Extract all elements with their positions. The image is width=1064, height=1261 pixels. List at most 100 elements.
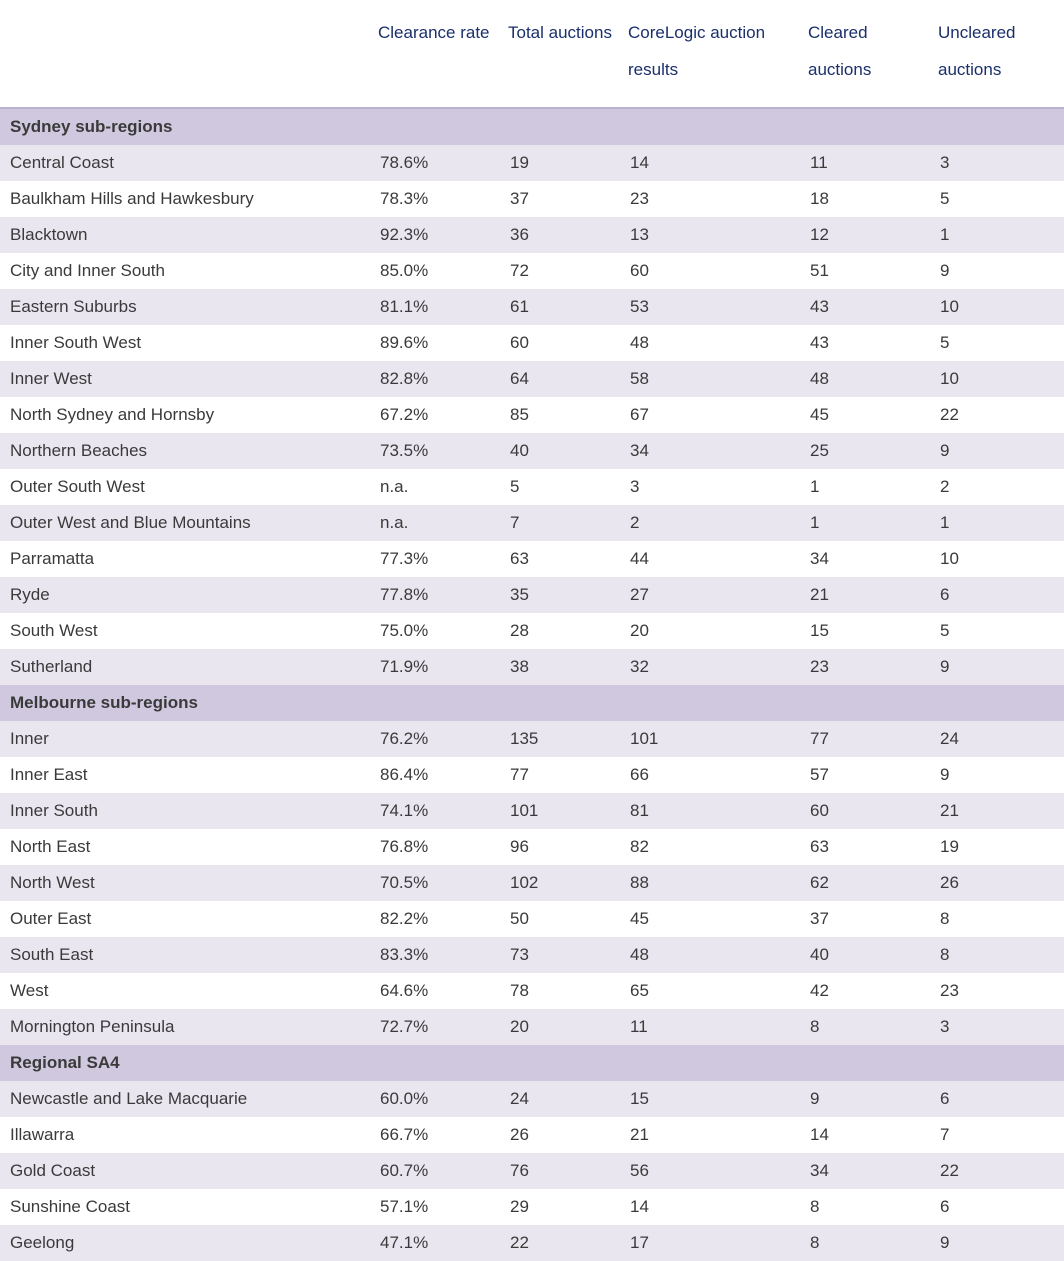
table-row: Inner South74.1%101816021 [0,793,1064,829]
region-name: Northern Beaches [0,433,370,469]
table-cell: 102 [500,865,620,901]
table-row: Ryde77.8%3527216 [0,577,1064,613]
table-row: North West70.5%102886226 [0,865,1064,901]
section-header: Melbourne sub-regions [0,685,1064,721]
table-cell: 57.1% [370,1189,500,1225]
table-cell: 43 [800,289,930,325]
region-name: Geelong [0,1225,370,1261]
table-cell: 101 [500,793,620,829]
table-cell: 6 [930,1081,1064,1117]
table-cell: 64.6% [370,973,500,1009]
region-name: West [0,973,370,1009]
table-cell: 7 [500,505,620,541]
table-cell: 7 [930,1117,1064,1153]
region-name: Inner West [0,361,370,397]
table-cell: 29 [500,1189,620,1225]
table-row: Baulkham Hills and Hawkesbury78.3%372318… [0,181,1064,217]
table-row: North Sydney and Hornsby67.2%85674522 [0,397,1064,433]
table-cell: 1 [930,505,1064,541]
table-cell: 60 [800,793,930,829]
table-cell: 15 [800,613,930,649]
region-name: Ryde [0,577,370,613]
table-cell: 1 [800,505,930,541]
table-cell: 27 [620,577,800,613]
table-cell: 13 [620,217,800,253]
table-row: Sunshine Coast57.1%291486 [0,1189,1064,1225]
table-row: West64.6%78654223 [0,973,1064,1009]
table-cell: 78 [500,973,620,1009]
table-row: Illawarra66.7%2621147 [0,1117,1064,1153]
table-row: Inner East86.4%7766579 [0,757,1064,793]
table-cell: 53 [620,289,800,325]
table-cell: 1 [800,469,930,505]
table-row: Eastern Suburbs81.1%61534310 [0,289,1064,325]
table-cell: 14 [620,145,800,181]
table-cell: 78.6% [370,145,500,181]
table-cell: 67.2% [370,397,500,433]
table-cell: 14 [620,1189,800,1225]
table-cell: 73.5% [370,433,500,469]
table-cell: 51 [800,253,930,289]
table-cell: 23 [930,973,1064,1009]
table-cell: 15 [620,1081,800,1117]
table-cell: 60 [500,325,620,361]
region-name: Baulkham Hills and Hawkesbury [0,181,370,217]
table-cell: 72 [500,253,620,289]
table-cell: 89.6% [370,325,500,361]
table-cell: 74.1% [370,793,500,829]
table-row: Inner76.2%1351017724 [0,721,1064,757]
table-cell: 63 [800,829,930,865]
region-name: Blacktown [0,217,370,253]
table-row: Northern Beaches73.5%4034259 [0,433,1064,469]
section-header: Sydney sub-regions [0,108,1064,145]
table-row: Mornington Peninsula72.7%201183 [0,1009,1064,1045]
table-cell: 63 [500,541,620,577]
region-name: Parramatta [0,541,370,577]
table-cell: 14 [800,1117,930,1153]
table-cell: 76 [500,1153,620,1189]
table-cell: 8 [930,901,1064,937]
table-cell: 6 [930,577,1064,613]
region-name: Sunshine Coast [0,1189,370,1225]
table-cell: 23 [800,649,930,685]
table-cell: 50 [500,901,620,937]
table-cell: 62 [800,865,930,901]
table-cell: 19 [930,829,1064,865]
table-cell: 12 [800,217,930,253]
region-name: South West [0,613,370,649]
table-cell: 8 [800,1189,930,1225]
region-name: Illawarra [0,1117,370,1153]
table-cell: 67 [620,397,800,433]
region-name: North Sydney and Hornsby [0,397,370,433]
table-cell: 92.3% [370,217,500,253]
table-cell: 17 [620,1225,800,1261]
region-name: Outer South West [0,469,370,505]
region-name: Newcastle and Lake Macquarie [0,1081,370,1117]
table-cell: 86.4% [370,757,500,793]
col-header-total-auctions: Total auctions [500,0,620,108]
table-row: Sutherland71.9%3832239 [0,649,1064,685]
table-row: South West75.0%2820155 [0,613,1064,649]
table-cell: 9 [930,253,1064,289]
table-cell: 5 [930,613,1064,649]
table-cell: n.a. [370,505,500,541]
region-name: Outer West and Blue Mountains [0,505,370,541]
table-cell: 21 [620,1117,800,1153]
table-cell: 35 [500,577,620,613]
table-cell: 11 [620,1009,800,1045]
table-cell: 8 [800,1009,930,1045]
table-row: Outer South Westn.a.5312 [0,469,1064,505]
table-cell: 22 [930,1153,1064,1189]
region-name: Inner South West [0,325,370,361]
table-cell: 76.2% [370,721,500,757]
table-cell: 24 [500,1081,620,1117]
table-cell: 70.5% [370,865,500,901]
col-header-uncleared-auctions: Uncleared auctions [930,0,1064,108]
table-cell: 9 [800,1081,930,1117]
table-cell: 44 [620,541,800,577]
table-cell: 81.1% [370,289,500,325]
table-header: Clearance rate Total auctions CoreLogic … [0,0,1064,108]
table-cell: 26 [500,1117,620,1153]
section-title: Melbourne sub-regions [0,685,1064,721]
col-header-corelogic-results: CoreLogic auction results [620,0,800,108]
